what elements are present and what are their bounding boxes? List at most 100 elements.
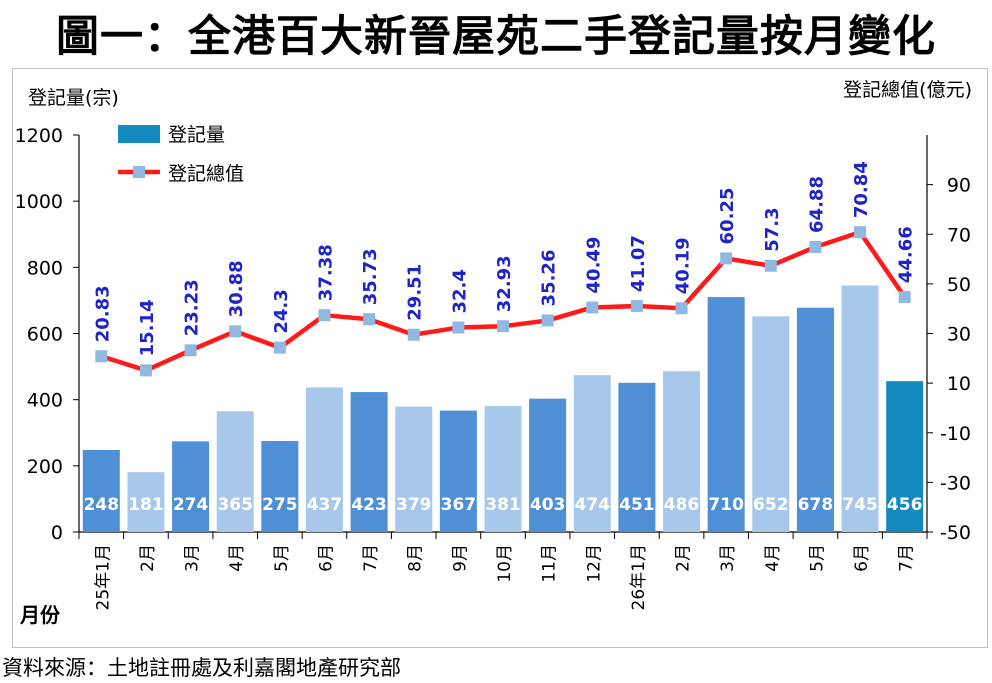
x-category-label: 8月: [406, 544, 426, 572]
left-axis-tick-label: 200: [27, 456, 63, 478]
bar-value-label: 367: [441, 495, 477, 515]
x-category-label: 6月: [316, 544, 336, 572]
bar: [395, 406, 433, 532]
x-category-label: 7月: [897, 544, 917, 572]
line-value-label: 60.25: [717, 188, 738, 245]
bar: [663, 371, 701, 532]
bar-value-label: 248: [84, 495, 120, 515]
line-value-label: 40.49: [583, 237, 604, 294]
line-marker: [809, 240, 822, 253]
line-marker: [318, 309, 331, 322]
line-marker: [675, 302, 688, 315]
bar: [350, 392, 388, 532]
bar-value-label: 274: [173, 495, 209, 515]
left-axis-tick-label: 1000: [15, 191, 63, 213]
bar-value-label: 652: [753, 495, 789, 515]
bar-value-label: 379: [396, 495, 432, 515]
legend-bar-label: 登記量: [168, 124, 225, 146]
line-marker: [363, 313, 376, 326]
bar: [216, 411, 254, 532]
x-category-label: 2月: [138, 544, 158, 572]
bar: [796, 307, 834, 532]
bar-value-label: 474: [575, 495, 611, 515]
line-marker: [630, 300, 643, 313]
bar: [529, 398, 567, 532]
x-category-label: 5月: [807, 544, 827, 572]
right-axis-tick-label: 70: [947, 224, 971, 246]
x-category-label: 7月: [361, 544, 381, 572]
line-marker: [184, 344, 197, 357]
left-axis-tick-label: 600: [27, 324, 63, 346]
line-value-label: 35.73: [360, 248, 381, 305]
right-axis-tick-label: 90: [947, 175, 971, 197]
line-value-label: 37.38: [315, 244, 336, 301]
bar-value-label: 403: [530, 495, 566, 515]
line-marker: [720, 252, 733, 265]
source-note: 資料來源：土地註冊處及利嘉閣地產研究部: [2, 656, 401, 680]
legend-line-label: 登記總值: [168, 163, 244, 185]
line-marker: [229, 325, 242, 338]
x-category-label: 26年1月: [629, 544, 649, 610]
line-marker: [586, 301, 599, 314]
line-value-label: 35.26: [539, 250, 560, 307]
x-category-label: 6月: [852, 544, 872, 572]
bar: [305, 387, 343, 532]
left-axis-tick-label: 400: [27, 390, 63, 412]
bar-value-label: 381: [485, 495, 521, 515]
left-axis-tick-label: 1200: [15, 125, 63, 147]
line-value-label: 24.3: [271, 289, 292, 333]
bar: [707, 297, 745, 532]
x-category-label: 10月: [495, 544, 515, 583]
line-value-label: 70.84: [851, 161, 872, 218]
x-axis-title: 月份: [19, 603, 61, 627]
line-value-label: 32.4: [449, 269, 470, 313]
line-marker: [139, 364, 152, 377]
bar: [752, 316, 790, 532]
left-axis-tick-label: 0: [51, 522, 63, 544]
line-value-label: 32.93: [494, 255, 515, 312]
bar: [261, 441, 299, 532]
bar: [127, 472, 165, 532]
right-axis-tick-label: 50: [947, 274, 971, 296]
right-axis-tick-label: -10: [940, 423, 971, 445]
x-category-label: 11月: [540, 544, 560, 583]
line-value-label: 30.88: [226, 260, 247, 317]
left-axis-title: 登記量(宗): [28, 87, 119, 109]
line-marker: [854, 226, 867, 239]
line-marker: [898, 291, 911, 304]
line-marker: [764, 259, 777, 272]
right-axis-tick-label: 30: [947, 324, 971, 346]
line-value-label: 44.66: [896, 226, 917, 283]
bar: [439, 410, 477, 532]
bar-value-label: 365: [217, 495, 253, 515]
bar: [82, 449, 120, 532]
line-value-label: 40.19: [673, 237, 694, 294]
right-axis-tick-label: 10: [947, 373, 971, 395]
bar: [841, 285, 879, 532]
right-axis-title: 登記總值(億元): [843, 79, 972, 101]
x-category-label: 4月: [227, 544, 247, 572]
line-marker: [452, 321, 465, 334]
bar: [484, 405, 522, 532]
line-marker: [407, 328, 420, 341]
x-category-label: 5月: [272, 544, 292, 572]
line-value-label: 57.3: [762, 207, 783, 251]
line-marker: [273, 341, 286, 354]
line-value-label: 64.88: [806, 176, 827, 233]
bar-value-label: 486: [664, 495, 700, 515]
bar-value-label: 275: [262, 495, 298, 515]
line-value-label: 41.07: [628, 235, 649, 292]
right-axis-tick-label: -30: [940, 472, 971, 494]
x-category-label: 25年1月: [93, 544, 113, 610]
left-axis-tick-label: 800: [27, 257, 63, 279]
legend-line-marker: [133, 166, 145, 178]
line-value-label: 20.83: [92, 285, 113, 342]
bar: [172, 441, 210, 532]
line-marker: [95, 350, 108, 363]
x-category-label: 4月: [763, 544, 783, 572]
x-category-label: 12月: [584, 544, 604, 583]
bar-value-label: 181: [128, 495, 164, 515]
bar-value-label: 423: [351, 495, 387, 515]
right-axis-tick-label: -50: [940, 522, 971, 544]
